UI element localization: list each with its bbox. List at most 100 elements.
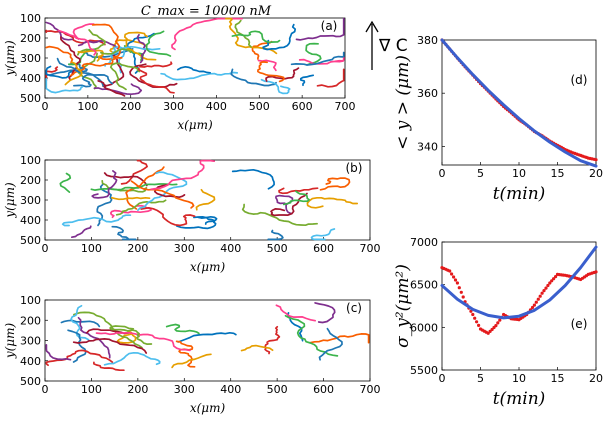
trajectory [230, 68, 277, 87]
y-tick-label: 400 [20, 355, 41, 368]
x-tick-label: 700 [360, 242, 381, 255]
x-tick-label: 300 [174, 383, 195, 396]
trajectory [260, 78, 291, 95]
trajectory [165, 323, 200, 335]
trajectory [60, 36, 81, 81]
trajectory [73, 311, 143, 349]
fit-line [440, 38, 598, 168]
trajectory [103, 351, 161, 366]
data-point [452, 275, 456, 279]
trajectory [111, 225, 137, 241]
y-tick-label: 500 [20, 375, 41, 388]
data-point [477, 323, 481, 327]
y-axis-label: y(μm) [3, 323, 17, 360]
x-tick-label: 0 [42, 383, 49, 396]
trajectory [64, 61, 83, 86]
y-tick-label: 200 [20, 32, 41, 45]
y-tick-label: 6000 [410, 321, 438, 334]
x-axis-label: t(min) [493, 389, 546, 409]
data-point [594, 270, 598, 274]
data-point [594, 158, 598, 162]
trajectory [101, 180, 148, 193]
trajectory [175, 340, 196, 368]
data-point [538, 294, 542, 298]
trajectory [91, 170, 118, 199]
y-tick-label: 400 [20, 214, 41, 227]
x-tick-label: 10 [512, 372, 526, 385]
x-tick-label: 100 [81, 242, 102, 255]
trajectory [171, 353, 212, 369]
trajectory [45, 77, 84, 94]
trajectory [59, 172, 72, 193]
trajectory [318, 327, 343, 361]
panel-e: 0 5 10 15 20 5500 6000 6500 7000 t(min) σ_y²(μm²) (… [393, 236, 603, 409]
y-axis-label: σ_y²(μm²) [393, 264, 413, 348]
figure-title: C_max = 10000 nM [141, 4, 272, 19]
trajectory [139, 61, 173, 68]
x-axis-label: x(μm) [177, 118, 213, 132]
trajectory [45, 349, 114, 367]
data-point [461, 295, 465, 299]
axes-frame [441, 39, 597, 166]
data-point [530, 305, 535, 310]
data-point [532, 303, 537, 307]
y-tick-label: 300 [20, 194, 41, 207]
x-tick-label: 0 [42, 242, 49, 255]
data-point [552, 277, 556, 281]
fit-line [440, 245, 598, 320]
x-axis-label: x(μm) [190, 260, 226, 274]
data-point [453, 278, 458, 282]
trajectory [153, 184, 186, 199]
trajectory [76, 29, 107, 56]
trajectory [197, 215, 218, 225]
trajectory [240, 344, 274, 352]
x-tick-label: 15 [551, 372, 565, 385]
trajectory [72, 23, 95, 40]
trajectory [96, 183, 113, 227]
trajectory [224, 17, 278, 55]
x-tick-label: 500 [267, 242, 288, 255]
trajectory [284, 314, 339, 357]
trajectory [103, 172, 148, 187]
trajectory [275, 194, 294, 215]
trajectory [120, 159, 148, 185]
x-tick-label: 0 [439, 167, 446, 180]
trajectory [91, 23, 121, 61]
trajectory [257, 59, 277, 72]
x-tick-label: 0 [439, 372, 446, 385]
trajectory [314, 302, 336, 324]
trajectory [77, 49, 104, 62]
y-tick-label: 100 [20, 12, 41, 25]
trajectory [282, 190, 310, 206]
data-point [540, 291, 544, 295]
trajectory [73, 73, 114, 88]
panel-label: (d) [571, 73, 588, 87]
y-tick-label: 400 [20, 72, 41, 85]
trajectory [316, 68, 345, 88]
trajectory [306, 196, 359, 209]
x-tick-label: 700 [335, 100, 356, 113]
trajectory [70, 304, 90, 341]
trajectory [129, 63, 178, 88]
trajectory [310, 228, 336, 241]
trajectory [90, 183, 178, 191]
trajectory [160, 71, 239, 81]
gradient-indicator: ∇ C [365, 20, 408, 70]
panel-c: 0 100 200 300 400 500 600 700 100 200 300 400 500 x(μ… [3, 294, 381, 415]
trajectory [111, 46, 126, 74]
panel-label: (a) [321, 19, 338, 33]
data-point [498, 318, 502, 322]
y-tick-label: 340 [417, 140, 438, 153]
trajectory [262, 23, 297, 51]
panel-d: 0 5 10 15 20 340 360 380 t(min) < y > (μm) (d) [393, 34, 603, 204]
trajectory [77, 316, 111, 359]
x-tick-label: 100 [77, 100, 98, 113]
data-point [469, 309, 473, 313]
trajectory [319, 177, 351, 191]
x-tick-label: 5 [477, 167, 484, 180]
data-point [494, 324, 498, 328]
trajectory [231, 168, 275, 190]
x-tick-label: 200 [120, 100, 141, 113]
panel-a: 0 100 200 300 400 500 600 700 100 200 300 400 500 x(μ… [3, 12, 356, 132]
trajectory [110, 196, 151, 201]
